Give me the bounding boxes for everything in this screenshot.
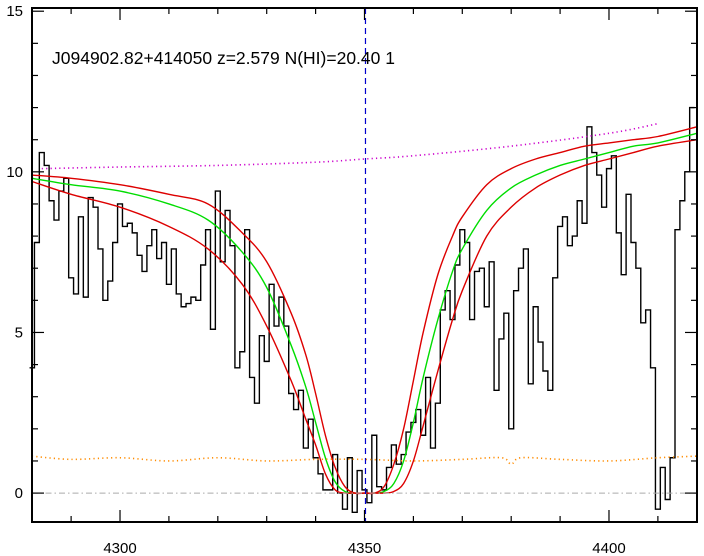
x-tick-label: 4350	[348, 540, 381, 556]
series-model	[31, 132, 698, 494]
chart-title: J094902.82+414050 z=2.579 N(HI)=20.40 1	[52, 48, 395, 68]
y-tick-label: 15	[6, 3, 23, 20]
series-flux	[29, 106, 695, 514]
y-tick-label: 5	[15, 324, 23, 341]
tick-labels: 4300 4350 4400 0 5 10 15	[6, 3, 625, 556]
y-tick-label: 0	[15, 485, 23, 502]
axis-ticks	[32, 8, 697, 522]
y-tick-label: 10	[6, 164, 23, 181]
series-model-upper	[31, 126, 698, 495]
series-layer	[29, 106, 698, 514]
x-tick-label: 4300	[103, 540, 136, 556]
x-tick-label: 4400	[592, 540, 625, 556]
